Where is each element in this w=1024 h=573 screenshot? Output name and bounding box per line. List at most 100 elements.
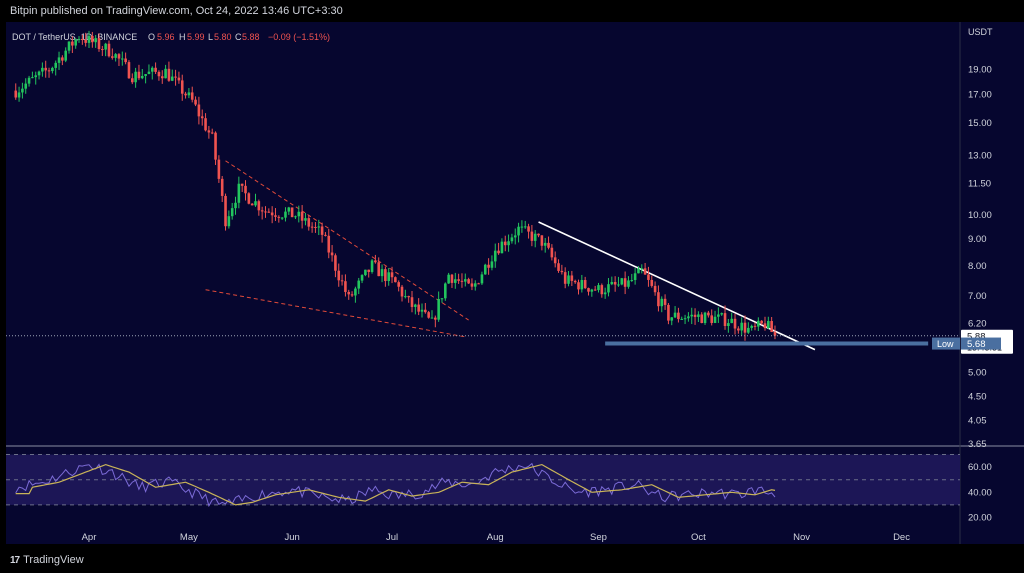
candle-body [21,88,24,93]
price-tick-label: 19.00 [968,64,992,75]
candle-body [480,274,484,284]
descending-trendline [538,221,816,351]
candle-body [337,270,341,281]
candle-body [200,116,204,119]
candle-body [220,178,224,196]
candle-body [410,297,414,307]
candle-body [267,211,271,213]
candle-body [580,280,584,290]
candles-layer [14,30,777,341]
candle-body [264,211,267,213]
rsi-pane: 60.00 40.00 20.00 [6,454,992,523]
candle-body [467,279,470,284]
legend-symbol: DOT / TetherUS, 1D, BINANCE [12,32,137,42]
candle-body [121,58,124,60]
candle-body [537,233,540,236]
candle-body [370,260,374,272]
candle-body [390,272,394,278]
wedge-lower-line [205,289,466,338]
candle-body [434,317,437,320]
candle-body [687,316,690,319]
time-tick-label: Dec [893,532,910,543]
candle-body [633,273,637,281]
candle-body [540,235,544,246]
rsi-tick-label: 20.00 [968,512,992,523]
candle-body [637,268,640,274]
candle-body [627,280,630,287]
candle-body [230,208,234,217]
candle-body [194,99,197,105]
price-tick-label: 8.00 [968,261,987,272]
candle-body [37,71,41,76]
time-tick-label: Nov [793,532,810,543]
candle-body [470,283,474,287]
candle-body [407,296,410,298]
candle-body [487,264,490,268]
time-tick-label: Jun [284,532,299,543]
candle-body [600,285,604,295]
rsi-tick-label: 40.00 [968,487,992,498]
candle-body [307,218,311,227]
candle-body [340,280,344,282]
low-marker-tag-box [932,337,960,350]
candle-body [300,211,304,221]
candle-body [750,325,753,328]
candle-body [547,242,550,248]
candle-body [597,285,600,291]
wedge-upper-line [225,160,469,321]
candle-body [274,215,277,217]
candle-body [503,241,507,246]
candle-body [743,322,747,333]
candle-body [583,280,587,289]
candle-body [553,257,557,264]
price-tick-label: 5.00 [968,368,987,379]
candle-body [47,70,51,72]
candle-body [154,67,157,72]
candle-body [170,76,174,81]
candle-body [360,275,364,281]
candle-body [197,104,201,117]
candle-body [440,298,444,300]
candle-body [140,75,144,79]
candle-body [500,241,504,254]
candle-body [460,280,464,282]
candle-body [683,318,687,320]
candle-body [520,226,524,228]
candle-body [297,211,301,217]
candle-body [444,283,447,299]
price-axis-currency: USDT [968,27,993,37]
candle-body [167,68,171,81]
tradingview-logo[interactable]: 17 TradingView [10,554,84,566]
candle-body [590,289,594,292]
candle-body [563,272,567,284]
candle-body [430,317,434,319]
candle-body [277,216,281,218]
candle-body [227,216,231,227]
candle-body [533,233,537,241]
low-marker-value-box [961,337,1001,350]
candle-body [497,250,500,254]
candle-body [127,62,131,79]
candle-body [650,279,654,286]
legend-change: −0.09 (−1.51%) [268,32,330,42]
candle-body [617,284,620,286]
candle-body [41,67,44,72]
candle-body [31,77,34,79]
candle-body [523,226,527,228]
candle-body [483,264,487,275]
candle-body [437,298,440,320]
candle-body [284,211,287,218]
candle-body [17,92,21,98]
low-marker-tag: Low [937,339,954,349]
time-tick-label: Sep [590,532,607,543]
candle-body [317,226,321,228]
candle-body [357,280,361,289]
price-tick-label: 4.05 [968,415,987,426]
candle-body [613,281,617,285]
candle-body [207,130,211,133]
candle-body [107,43,111,57]
candle-body [560,270,564,273]
price-axis[interactable] [960,22,1024,544]
candle-body [174,76,177,78]
